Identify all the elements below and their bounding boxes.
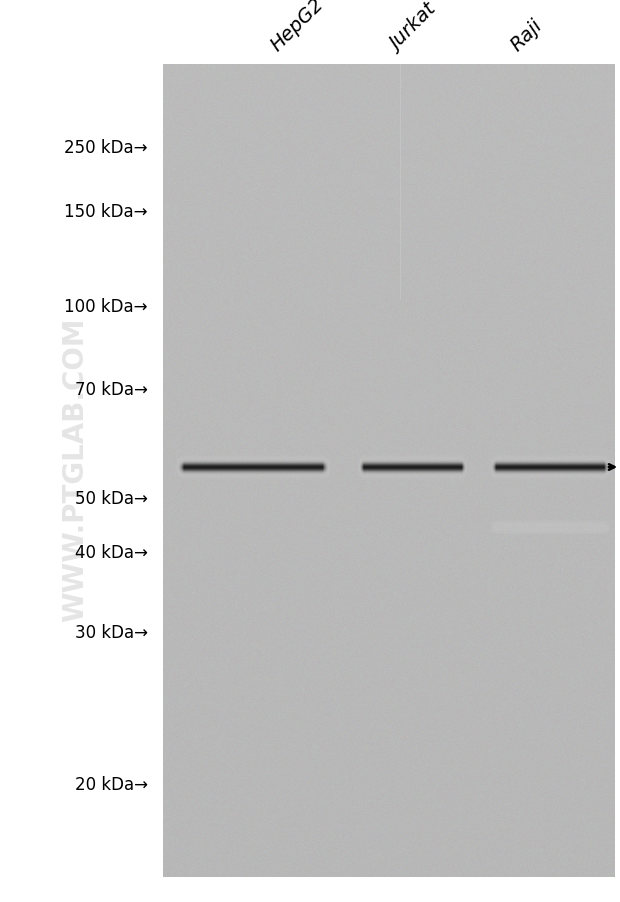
Text: 70 kDa→: 70 kDa→ [75, 381, 148, 399]
Text: 20 kDa→: 20 kDa→ [75, 775, 148, 793]
Text: 40 kDa→: 40 kDa→ [75, 543, 148, 561]
Text: 150 kDa→: 150 kDa→ [64, 203, 148, 221]
Text: Jurkat: Jurkat [386, 1, 440, 55]
Text: 30 kDa→: 30 kDa→ [75, 623, 148, 641]
Text: HepG2: HepG2 [267, 0, 327, 55]
Text: WWW.PTGLAB.COM: WWW.PTGLAB.COM [61, 318, 89, 621]
Text: 250 kDa→: 250 kDa→ [64, 139, 148, 157]
Text: Raji: Raji [507, 16, 546, 55]
Text: 100 kDa→: 100 kDa→ [64, 298, 148, 316]
Text: 50 kDa→: 50 kDa→ [75, 490, 148, 508]
